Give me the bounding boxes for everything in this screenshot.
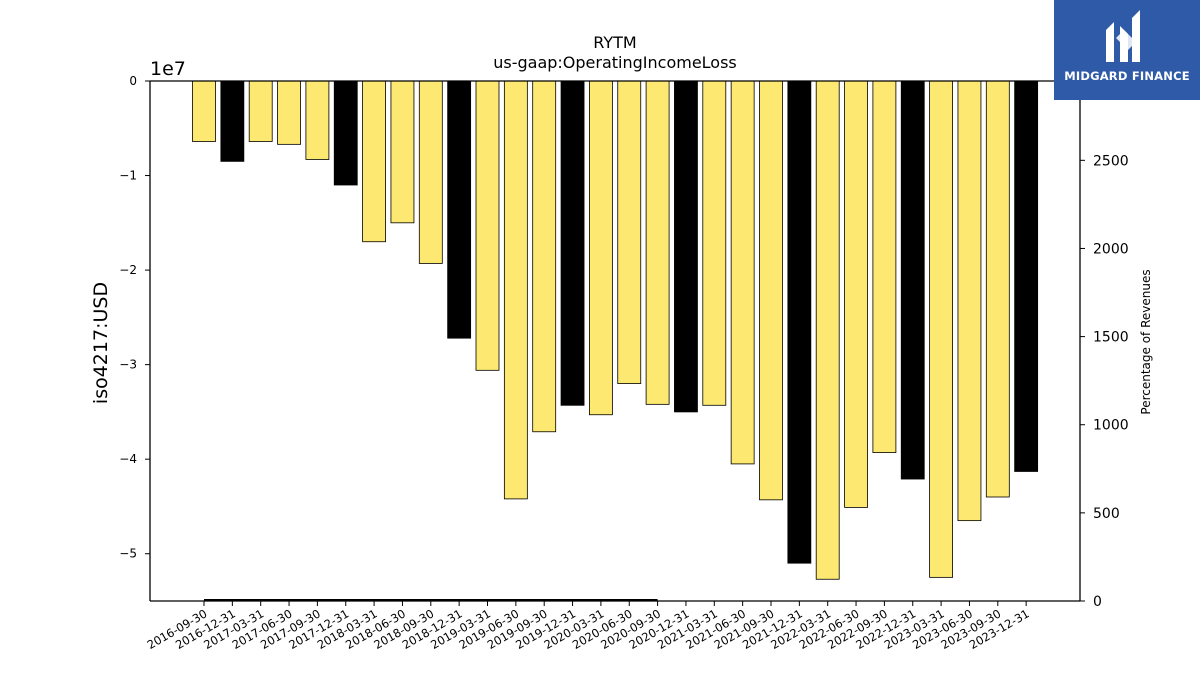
bar [362, 80, 387, 243]
bar [390, 80, 415, 224]
bar [815, 80, 840, 580]
bar [985, 80, 1010, 498]
bar [305, 80, 330, 160]
bar [192, 80, 216, 142]
y2-tick-label: 0 [1093, 594, 1102, 610]
bar [277, 80, 301, 145]
bar [447, 80, 472, 339]
bar [645, 80, 670, 405]
logo-text: MIDGARD FINANCE [1064, 69, 1190, 83]
bar [248, 80, 273, 142]
bar [1014, 80, 1039, 472]
y2-tick-label: 2000 [1093, 241, 1129, 257]
y2-axis-label: Percentage of Revenues [1139, 269, 1153, 414]
bar [844, 80, 868, 508]
midgard-logo-icon [1106, 10, 1140, 62]
y-offset-label: 1e7 [150, 58, 186, 80]
y-axis-label: iso4217:USD [90, 282, 112, 404]
bar [617, 80, 642, 384]
chart-subtitle: us-gaap:OperatingIncomeLoss [493, 53, 737, 72]
bar [957, 80, 982, 522]
bar [532, 80, 557, 433]
bar [589, 80, 613, 416]
bar [418, 80, 443, 264]
chart-title: RYTM [593, 33, 636, 52]
y2-tick-label: 500 [1093, 506, 1120, 522]
y-tick-label: −1 [119, 169, 137, 183]
y2-tick-label: 1500 [1093, 330, 1129, 346]
midgard-finance-logo: MIDGARD FINANCE [1054, 0, 1200, 100]
y-tick-label: −5 [119, 547, 137, 561]
bar [900, 80, 925, 480]
bar [872, 80, 897, 453]
bar [333, 80, 358, 186]
bars-group [192, 80, 1039, 601]
y-tick-label: 0 [129, 74, 137, 88]
bar [730, 80, 755, 465]
bar [787, 80, 812, 564]
y-tick-label: −2 [119, 263, 137, 277]
bar [674, 80, 698, 413]
bar [475, 80, 500, 371]
y-tick-label: −3 [119, 358, 137, 372]
y-tick-label: −4 [119, 452, 137, 466]
bar [702, 80, 727, 406]
y2-tick-label: 2500 [1093, 153, 1129, 169]
bar [929, 80, 953, 578]
y2-tick-label: 1000 [1093, 418, 1129, 434]
bar [560, 80, 585, 406]
bar [503, 80, 528, 500]
bar [759, 80, 783, 501]
bar [220, 80, 245, 162]
